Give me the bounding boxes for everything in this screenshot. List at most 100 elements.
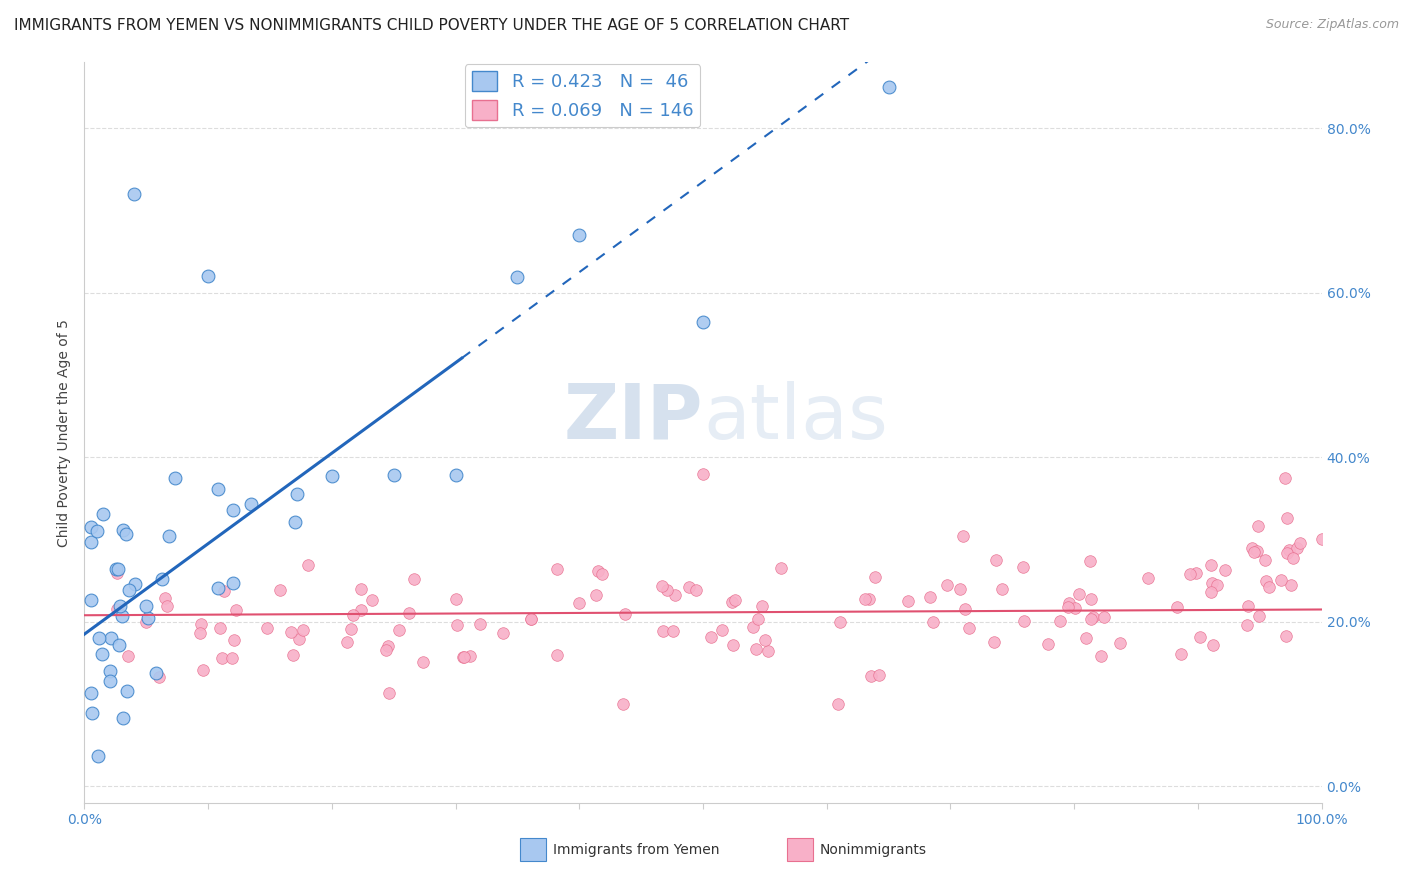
Point bbox=[1249, 608, 1271, 623]
Point bbox=[1243, 544, 1265, 558]
Point bbox=[212, 583, 235, 598]
Point bbox=[79, 593, 101, 607]
Point bbox=[828, 615, 851, 629]
Point bbox=[935, 577, 957, 591]
Point bbox=[288, 632, 311, 646]
Point bbox=[1310, 532, 1333, 546]
Point bbox=[1278, 542, 1301, 557]
Point bbox=[1282, 550, 1305, 565]
Text: IMMIGRANTS FROM YEMEN VS NONIMMIGRANTS CHILD POVERTY UNDER THE AGE OF 5 CORRELAT: IMMIGRANTS FROM YEMEN VS NONIMMIGRANTS C… bbox=[14, 18, 849, 33]
Point bbox=[863, 570, 886, 584]
Point bbox=[723, 593, 745, 607]
Point bbox=[285, 487, 308, 501]
Point bbox=[1064, 600, 1087, 615]
Point bbox=[224, 632, 246, 647]
Point bbox=[1166, 600, 1188, 615]
Point bbox=[117, 684, 139, 698]
Point bbox=[685, 583, 707, 598]
Point bbox=[1090, 648, 1112, 663]
Point bbox=[519, 612, 541, 626]
Point bbox=[87, 631, 110, 645]
Point bbox=[613, 607, 636, 621]
Text: atlas: atlas bbox=[703, 381, 887, 455]
Point bbox=[240, 497, 263, 511]
Point bbox=[568, 596, 591, 610]
Point bbox=[1237, 599, 1260, 614]
Point bbox=[105, 566, 128, 580]
Point bbox=[1080, 592, 1102, 607]
Point bbox=[349, 602, 371, 616]
Point bbox=[983, 635, 1005, 649]
Point bbox=[350, 582, 373, 597]
Point bbox=[453, 650, 475, 665]
Point bbox=[342, 608, 364, 623]
Point bbox=[1178, 567, 1201, 582]
Point bbox=[108, 638, 131, 652]
Point bbox=[111, 711, 134, 725]
Point bbox=[1285, 541, 1308, 556]
Point bbox=[922, 615, 945, 629]
Point bbox=[662, 624, 685, 639]
Point bbox=[107, 562, 129, 576]
Point bbox=[568, 227, 591, 242]
Point bbox=[1246, 543, 1268, 558]
Point bbox=[451, 649, 474, 664]
Point bbox=[207, 581, 229, 595]
Point bbox=[321, 469, 343, 483]
Point bbox=[398, 606, 420, 620]
Point bbox=[117, 583, 139, 598]
Point bbox=[827, 697, 849, 711]
Point bbox=[377, 686, 399, 700]
Point bbox=[82, 706, 104, 721]
Point bbox=[191, 663, 214, 677]
Point bbox=[91, 507, 114, 521]
Point bbox=[1092, 609, 1115, 624]
Point bbox=[952, 529, 974, 543]
Point bbox=[148, 670, 170, 684]
Point bbox=[377, 639, 399, 653]
Point bbox=[135, 615, 157, 629]
Point bbox=[446, 591, 468, 606]
Point bbox=[1274, 471, 1296, 485]
Point bbox=[711, 623, 734, 637]
Point bbox=[98, 665, 121, 679]
Point bbox=[156, 599, 179, 613]
Point bbox=[284, 515, 307, 529]
Point bbox=[860, 669, 883, 683]
Point bbox=[651, 579, 673, 593]
Point bbox=[742, 620, 765, 634]
Point bbox=[1057, 596, 1080, 610]
Point bbox=[747, 612, 769, 626]
Point bbox=[100, 631, 122, 645]
Point bbox=[1274, 629, 1296, 643]
Text: ZIP: ZIP bbox=[564, 381, 703, 455]
Point bbox=[700, 630, 723, 644]
Point bbox=[1109, 636, 1132, 650]
Point bbox=[1067, 587, 1090, 601]
Text: Nonimmigrants: Nonimmigrants bbox=[820, 843, 927, 856]
Point bbox=[585, 588, 607, 602]
Point bbox=[222, 576, 245, 591]
Point bbox=[756, 643, 779, 657]
Y-axis label: Child Poverty Under the Age of 5: Child Poverty Under the Age of 5 bbox=[58, 318, 72, 547]
Point bbox=[949, 582, 972, 597]
Point bbox=[1137, 571, 1160, 585]
Point bbox=[1289, 536, 1312, 550]
Point bbox=[256, 620, 278, 634]
Point bbox=[754, 632, 776, 647]
Point bbox=[1258, 580, 1281, 594]
Point bbox=[222, 502, 245, 516]
Point bbox=[86, 524, 108, 539]
Point bbox=[136, 611, 159, 625]
Point bbox=[1201, 585, 1223, 599]
Point bbox=[446, 617, 468, 632]
Point bbox=[1170, 648, 1192, 662]
Point bbox=[1049, 615, 1071, 629]
Point bbox=[651, 624, 673, 639]
Point bbox=[1199, 558, 1222, 573]
Point bbox=[1247, 519, 1270, 533]
Point bbox=[90, 647, 112, 661]
Point bbox=[721, 594, 744, 608]
Point bbox=[79, 685, 101, 699]
Point bbox=[280, 624, 302, 639]
